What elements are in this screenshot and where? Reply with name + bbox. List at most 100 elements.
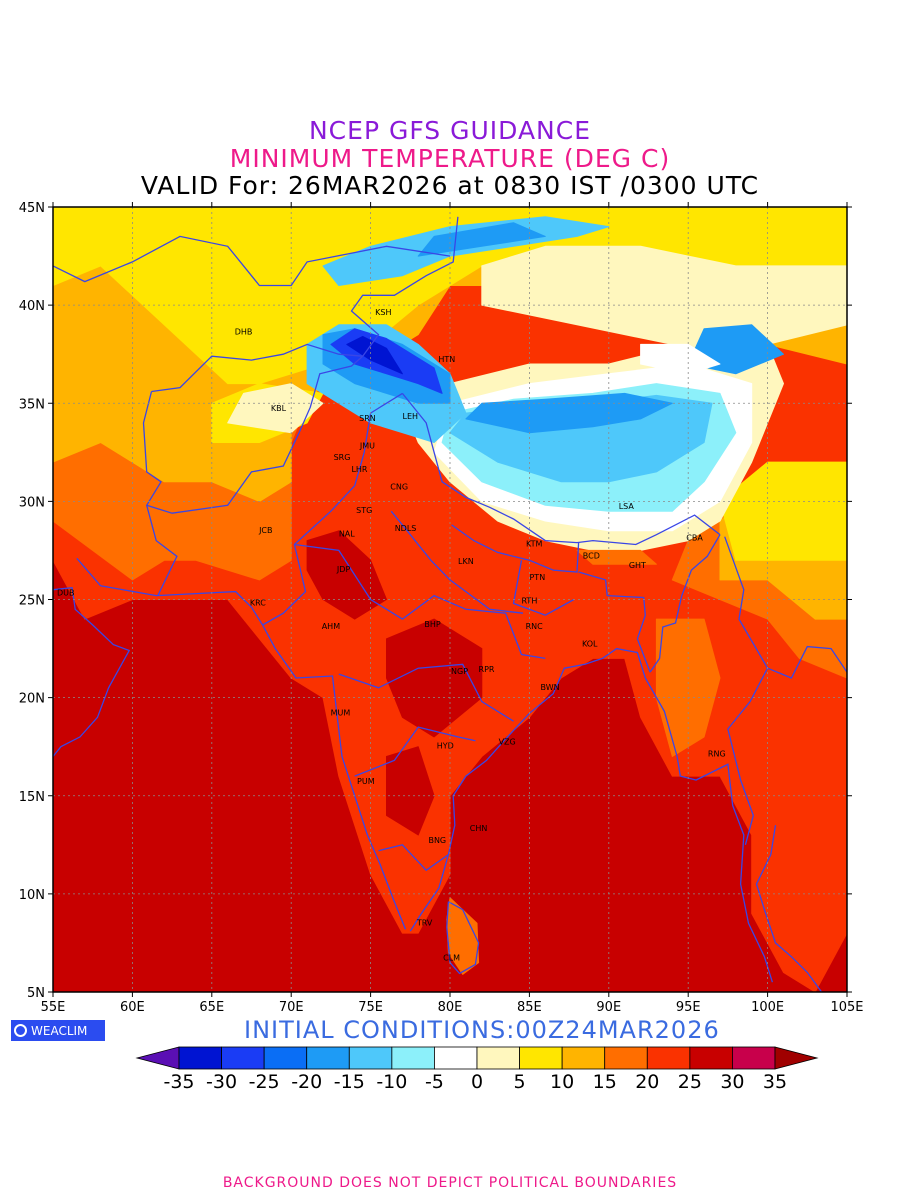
temperature-field [53, 207, 847, 992]
city-label: SRN [359, 414, 376, 423]
city-label: HYD [437, 742, 454, 751]
weaclim-logo: WEACLIM [11, 1020, 105, 1041]
city-label: DUB [57, 589, 75, 598]
colorbar-segment [348, 1046, 393, 1070]
line-india-states-4 [378, 844, 449, 872]
colorbar-label: -15 [334, 1071, 365, 1093]
colorbar-label: 10 [550, 1071, 574, 1093]
colorbar-label: -30 [206, 1071, 237, 1093]
colorbar-label: 30 [720, 1071, 744, 1093]
x-tick-label: 75E [358, 1000, 383, 1015]
title-line-1: NCEP GFS GUIDANCE [308, 116, 591, 145]
colorbar-label: 5 [514, 1071, 526, 1093]
line-himalaya-china [401, 392, 721, 546]
x-tick-label: 90E [596, 1000, 621, 1015]
y-tick-label: 10N [19, 888, 45, 903]
colorbar-segment [391, 1046, 435, 1070]
city-label: STG [356, 506, 372, 515]
colorbar-segment [732, 1046, 776, 1070]
footer-note: BACKGROUND DOES NOT DEPICT POLITICAL BOU… [222, 1175, 678, 1191]
line-sri-lanka [446, 901, 480, 975]
city-label: JDP [336, 565, 351, 574]
region-bhutan-orange [576, 549, 657, 565]
city-label: PTN [529, 573, 545, 582]
x-tick-label: 105E [830, 1000, 863, 1015]
region-white-ne [640, 343, 721, 375]
colorbar-label: 35 [763, 1071, 787, 1093]
y-tick-label: 5N [27, 986, 45, 1001]
city-label: BCD [583, 551, 600, 560]
city-label: KSH [375, 308, 391, 317]
colorbar-segment [306, 1046, 350, 1070]
y-tick-label: 20N [19, 692, 45, 707]
colorbar-segment [604, 1046, 648, 1070]
colorbar-segment [263, 1046, 308, 1070]
x-axis-ticks: 55E 60E 65E 70E 75E 80E 85E 90E 95E 100E 105E [41, 202, 864, 1015]
line-china-west [350, 216, 459, 357]
city-label: NAL [339, 530, 355, 539]
city-label: HTN [438, 355, 455, 364]
city-label: PUM [357, 777, 375, 786]
x-tick-label: 55E [41, 1000, 66, 1015]
x-tick-label: 85E [517, 1000, 542, 1015]
city-label: RNG [708, 750, 726, 759]
region-blue-mid-tibet [465, 392, 673, 434]
line-india-myanmar [649, 534, 721, 673]
city-label: KBL [271, 404, 287, 413]
y-tick-label: 15N [19, 790, 45, 805]
colorbar-segment [434, 1046, 478, 1070]
colorbar-high-arrow [774, 1046, 819, 1070]
colorbar-label: 20 [635, 1071, 659, 1093]
line-kazakh [53, 235, 451, 287]
line-iran-afg [142, 391, 178, 596]
colorbar-label: -25 [249, 1071, 280, 1093]
city-label: RTH [521, 596, 537, 605]
colorbar-label: -5 [425, 1071, 444, 1093]
region-pale-north [481, 245, 847, 345]
x-tick-label: 70E [279, 1000, 304, 1015]
city-label: VZG [499, 738, 516, 747]
city-label: SRG [334, 453, 351, 462]
city-label: RNC [526, 622, 544, 631]
city-label: DHB [235, 328, 253, 337]
city-label: CHN [470, 824, 488, 833]
x-tick-label: 95E [676, 1000, 701, 1015]
city-label: LSA [619, 502, 635, 511]
city-label: JMU [359, 441, 375, 450]
colorbar-low-arrow [135, 1046, 180, 1070]
colorbar-label: 0 [471, 1071, 483, 1093]
y-tick-label: 40N [19, 299, 45, 314]
region-india-hot-s [386, 746, 435, 836]
city-label: LHR [351, 465, 367, 474]
line-myanmar-thai [724, 536, 769, 845]
city-label: CNG [390, 483, 408, 492]
title-line-2: MINIMUM TEMPERATURE (DEG C) [229, 144, 671, 173]
city-label: LEH [403, 412, 419, 421]
region-pale-kbl [227, 383, 324, 434]
line-myanmar-coast [644, 677, 774, 983]
line-india-states-2 [338, 663, 514, 722]
y-axis-ticks: 45N 40N 35N 30N 25N 20N 15N 10N 5N [19, 201, 852, 1001]
city-label: GHT [629, 561, 646, 570]
initial-conditions: INITIAL CONDITIONS:00Z24MAR2026 [244, 1016, 720, 1044]
city-label: RPR [479, 665, 495, 674]
line-india-states-1 [294, 543, 546, 660]
y-tick-label: 25N [19, 594, 45, 609]
y-tick-label: 45N [19, 201, 45, 216]
region-karakoram-navy [346, 336, 403, 375]
city-label: CBA [686, 534, 703, 543]
colorbar-label: -35 [163, 1071, 194, 1093]
city-label: BHP [424, 620, 441, 629]
region-india-hot-c [386, 618, 483, 738]
colorbar-label: -20 [291, 1071, 322, 1093]
globe-icon [14, 1024, 27, 1037]
line-nepal-south [451, 524, 580, 573]
y-tick-label: 30N [19, 495, 45, 510]
line-bangladesh [578, 571, 651, 673]
line-india-states-5 [390, 510, 524, 614]
city-label: LKN [458, 557, 474, 566]
x-tick-label: 65E [199, 1000, 224, 1015]
line-afghanistan-border [146, 355, 364, 514]
line-india-west-coast [262, 624, 407, 930]
colorbar-label: -10 [376, 1071, 407, 1093]
